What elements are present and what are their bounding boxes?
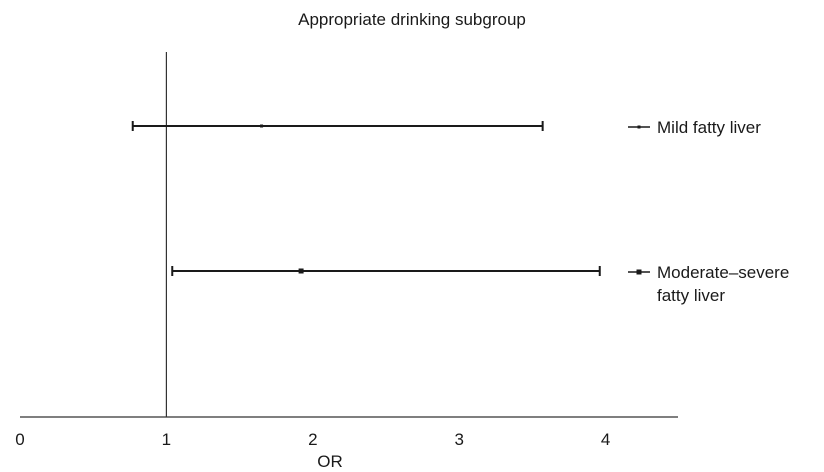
x-tick-label: 0: [15, 430, 24, 449]
legend-label: Moderate–severe: [657, 263, 789, 282]
legend: Mild fatty liver Moderate–severe fatty liv…: [628, 118, 789, 305]
x-tick-label: 2: [308, 430, 317, 449]
chart-title: Appropriate drinking subgroup: [298, 10, 526, 29]
legend-marker: [636, 269, 642, 275]
or-point: [260, 124, 264, 128]
x-tick-label: 3: [454, 430, 463, 449]
x-axis-label: OR: [317, 452, 343, 471]
legend-label: fatty liver: [657, 286, 725, 305]
x-tick-label: 1: [162, 430, 171, 449]
or-point: [298, 268, 304, 274]
x-tick-label: 4: [601, 430, 610, 449]
x-tick-labels: 0 1 2 3 4: [15, 430, 610, 449]
legend-label: Mild fatty liver: [657, 118, 761, 137]
legend-marker: [637, 125, 641, 129]
forest-rows: [131, 121, 601, 276]
